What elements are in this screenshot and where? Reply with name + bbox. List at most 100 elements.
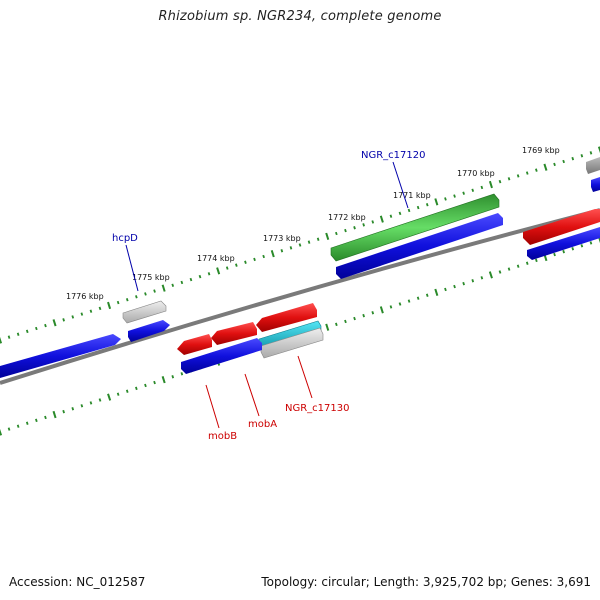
scale-tick [35,326,38,331]
scale-tick [0,336,3,344]
scale-tick [225,266,229,270]
scale-tick [516,264,520,268]
scale-tick [444,287,447,292]
scale-tick [125,389,129,393]
scale-tick [507,267,511,271]
scale-tick [580,154,584,158]
scale-ticks-upper [0,146,600,344]
scale-tick [62,409,65,414]
genome-stats-label: Topology: circular; Length: 3,925,702 bp… [261,575,591,589]
scale-tick [89,309,93,313]
scale-tick [389,305,393,309]
gene-mobA[interactable] [211,322,257,345]
mobB-connector [205,384,220,429]
scale-tick [353,226,356,230]
scale-tick [362,223,365,227]
scale-tick [116,392,120,396]
gene-label-ngr-c17120[interactable]: NGR_c17120 [361,150,426,161]
tick-label-1775: 1775 kbp [132,273,170,282]
tick-label-1773: 1773 kbp [263,234,301,243]
scale-tick [7,427,11,431]
scale-tick [316,237,320,241]
scale-tick [553,162,556,167]
scale-tick [52,410,57,419]
scale-tick [453,194,456,198]
cds-ngr-c17120[interactable] [336,213,503,279]
scale-tick [98,306,102,311]
gene-label-mobB[interactable]: mobB [208,431,237,442]
scale-tick [98,398,102,402]
scale-tick [379,215,384,223]
scale-tick [16,332,20,336]
scale-tick [144,292,147,296]
cds-left-edge[interactable] [0,334,121,378]
hcpD-connector [125,244,139,292]
scale-tick [480,276,484,280]
scale-tick [107,301,112,310]
gene-hcpD-pseudo[interactable] [122,300,167,324]
gene-label-mobA[interactable]: mobA [248,419,277,430]
gene-label-hcpD[interactable]: hcpD [112,233,138,244]
cds-right-upper[interactable] [591,177,600,192]
scale-tick [335,322,338,327]
scale-tick [180,372,184,376]
scale-tick [71,315,75,319]
mobA-connector [244,373,260,417]
scale-tick [171,375,175,379]
cds-mob-operon[interactable] [181,338,262,374]
gene-ngr-c17120[interactable] [330,193,500,262]
tick-label-1771: 1771 kbp [393,191,431,200]
scale-tick [498,179,502,184]
cds-right-lower[interactable] [527,227,600,260]
tick-label-1772: 1772 kbp [328,213,366,222]
genome-backbone [0,208,600,385]
scale-tick [135,386,138,391]
scale-tick [371,311,375,315]
scale-tick [571,156,575,161]
scale-tick [488,180,493,189]
gene-mobB[interactable] [177,334,212,355]
scale-tick [407,299,411,303]
scale-tick [434,198,439,206]
gene-right-gray[interactable] [586,157,600,174]
scale-tick [416,296,420,300]
scale-tick [507,177,511,181]
scale-tick [525,171,529,175]
scale-tick [307,240,311,244]
pseudo-ngr-c17130[interactable] [260,327,324,359]
tick-label-1770: 1770 kbp [457,169,495,178]
scale-tick [444,197,447,201]
ngr-c17130-connector [297,355,313,399]
scale-tick [597,146,600,154]
scale-tick [189,277,193,282]
scale-tick [171,283,175,287]
ngr-c17120-connector [392,161,409,209]
scale-tick [7,335,11,339]
scale-tick [280,249,284,253]
scale-tick [262,254,265,259]
scale-tick [471,188,475,192]
scale-tick [416,205,420,210]
tick-label-1769: 1769 kbp [522,146,560,155]
tick-label-1774: 1774 kbp [197,254,235,263]
scale-tick [89,401,93,405]
scale-tick [270,250,275,258]
scale-tick [116,300,120,305]
scale-tick [25,329,29,334]
scale-tick [371,220,375,224]
scale-tick [80,312,84,316]
scale-tick [553,252,556,257]
cds-hcpD[interactable] [128,320,170,342]
scale-tick [562,159,565,164]
scale-tick [453,284,456,289]
scale-tick [135,295,138,299]
gene-ngr-c17130[interactable] [256,303,317,332]
gene-label-ngr-c17130[interactable]: NGR_c17130 [285,403,350,414]
scale-tick [362,313,365,318]
scale-tick [144,383,147,388]
scale-tick [52,319,57,327]
scale-tick [125,298,129,302]
scale-tick [480,185,484,190]
gene-right-red[interactable] [523,209,600,245]
